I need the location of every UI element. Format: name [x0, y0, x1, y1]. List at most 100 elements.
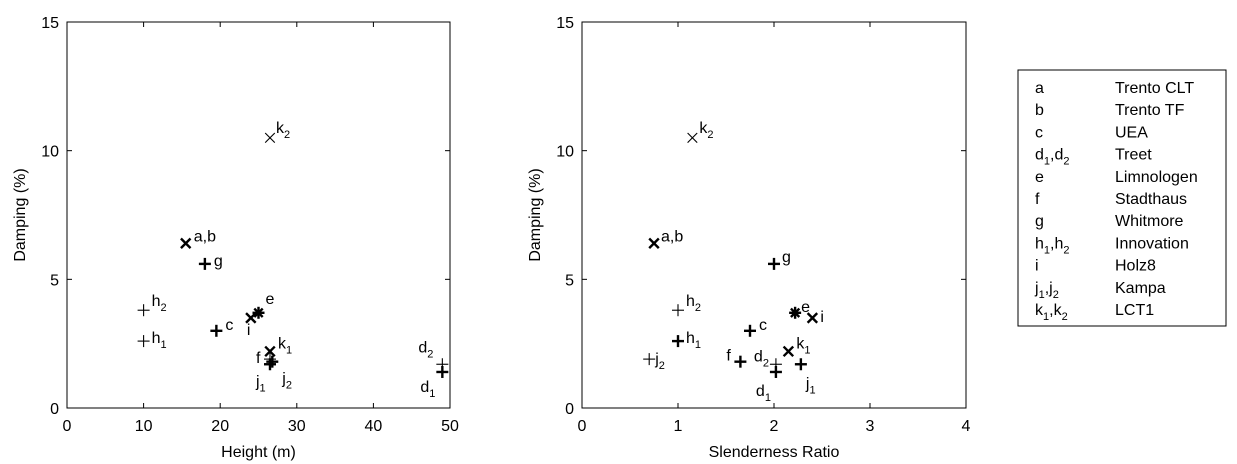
x-axis-label: Height (m)	[221, 444, 296, 461]
point-label: a,b	[194, 228, 216, 245]
legend-name: UEA	[1115, 124, 1148, 141]
legend-key: e	[1035, 169, 1044, 186]
point-label: k2	[276, 120, 290, 141]
point-label: d1	[756, 383, 771, 404]
legend: a Trento CLT b Trento TF c UEA d1,d2 Treet e Limn…	[1017, 69, 1227, 327]
point-label: g	[214, 253, 223, 270]
x-tick-label: 30	[288, 418, 306, 435]
point-label: f	[256, 350, 261, 367]
data-point-j2: j2	[643, 351, 665, 372]
data-point-c: c	[744, 317, 767, 337]
data-point-ab: a,b	[180, 228, 216, 249]
data-point-i: i	[245, 312, 257, 339]
legend-key: c	[1035, 124, 1043, 141]
data-point-g: g	[768, 249, 791, 270]
data-point-f: f	[726, 348, 747, 368]
legend-entry: d1,d2 Treet	[1035, 147, 1152, 168]
legend-entry: e Limnologen	[1035, 169, 1198, 186]
point-label: h1	[152, 330, 167, 351]
y-axis-label: Damping (%)	[527, 168, 544, 261]
point-label: c	[225, 317, 233, 334]
data-point-g: g	[198, 253, 223, 270]
legend-entry: b Trento TF	[1035, 102, 1185, 119]
point-label: g	[782, 249, 791, 266]
legend-entry: j1,j2 Kampa	[1034, 280, 1166, 301]
point-label: a,b	[661, 228, 683, 245]
legend-key: i	[1035, 258, 1039, 275]
data-point-h1: h1	[137, 330, 167, 351]
point-label: k2	[699, 120, 713, 141]
x-tick-label: 40	[365, 418, 383, 435]
y-tick-label: 5	[565, 272, 574, 289]
point-label: d2	[754, 348, 769, 369]
x-tick-label: 0	[578, 418, 587, 435]
x-axis-ticks: 0 1 2 3 4	[578, 22, 971, 435]
data-point-k2: k2	[264, 120, 290, 143]
point-label: c	[759, 317, 767, 334]
data-point-ab: a,b	[648, 228, 683, 249]
legend-entry: i Holz8	[1035, 258, 1156, 275]
legend-key: g	[1035, 213, 1044, 230]
x-tick-label: 2	[770, 418, 779, 435]
point-label: k1	[796, 335, 810, 356]
data-point-h2: h2	[137, 293, 167, 317]
legend-rows: a Trento CLT b Trento TF c UEA d1,d2 Treet e Limn…	[1034, 80, 1198, 323]
data-point-d1: d1	[756, 365, 782, 404]
legend-name: Trento CLT	[1115, 80, 1194, 97]
x-tick-label: 3	[866, 418, 875, 435]
point-label: j2	[654, 351, 665, 372]
data-points: k2 a,b g h2 h1 j2 c ei f k1 d2 d1 j1	[643, 120, 824, 404]
point-label: h2	[686, 293, 701, 314]
x-axis-ticks: 0 10 20 30 40 50	[63, 22, 459, 435]
legend-key: h1,h2	[1035, 235, 1070, 256]
legend-name: LCT1	[1115, 302, 1154, 319]
point-label: d2	[418, 339, 433, 360]
y-tick-label: 10	[41, 144, 59, 161]
legend-name: Limnologen	[1115, 169, 1198, 186]
data-point-h2: h2	[672, 293, 701, 317]
x-axis-label: Slenderness Ratio	[709, 444, 840, 461]
legend-name: Trento TF	[1115, 102, 1185, 119]
y-tick-label: 15	[556, 15, 574, 32]
y-tick-label: 0	[50, 401, 59, 418]
point-label: i	[820, 309, 824, 326]
x-tick-label: 1	[674, 418, 683, 435]
x-tick-label: 20	[211, 418, 229, 435]
point-label: k1	[278, 335, 292, 356]
point-label: h1	[686, 330, 701, 351]
legend-key: f	[1035, 191, 1040, 208]
data-point-d1: d1	[420, 365, 449, 400]
data-point-j1: j1	[255, 358, 276, 394]
point-label: h2	[152, 293, 167, 314]
data-point-k1: k1	[782, 335, 811, 358]
point-label: f	[726, 348, 731, 365]
y-tick-label: 5	[50, 272, 59, 289]
point-label: e	[266, 291, 275, 308]
legend-name: Kampa	[1115, 280, 1166, 297]
legend-entry: g Whitmore	[1035, 213, 1184, 230]
legend-name: Holz8	[1115, 258, 1156, 275]
data-point-i: i	[806, 309, 824, 326]
point-label: d1	[420, 379, 435, 400]
legend-key: k1,k2	[1035, 302, 1068, 323]
y-tick-label: 0	[565, 401, 574, 418]
data-point-e: e	[789, 299, 810, 319]
legend-key: j1,j2	[1034, 280, 1059, 301]
data-point-h1: h1	[672, 330, 701, 351]
y-tick-label: 15	[41, 15, 59, 32]
data-points: a,b g k2 h2 h1 c ei k1 f j1 j2 d2 d1	[137, 120, 449, 400]
data-point-j1: j1	[794, 358, 816, 396]
point-label: j1	[255, 373, 266, 394]
legend-box	[1017, 69, 1227, 327]
x-tick-label: 4	[962, 418, 971, 435]
legend-entry: c UEA	[1035, 124, 1148, 141]
y-axis-ticks: 0 5 10 15	[41, 15, 450, 418]
y-tick-label: 10	[556, 144, 574, 161]
data-point-d2: d2	[418, 339, 449, 371]
legend-entry: f Stadthaus	[1035, 191, 1187, 208]
legend-name: Treet	[1115, 147, 1152, 164]
plot-area-frame	[581, 21, 967, 409]
y-axis-ticks: 0 5 10 15	[556, 15, 966, 418]
data-point-c: c	[210, 317, 233, 337]
legend-name: Whitmore	[1115, 213, 1184, 230]
